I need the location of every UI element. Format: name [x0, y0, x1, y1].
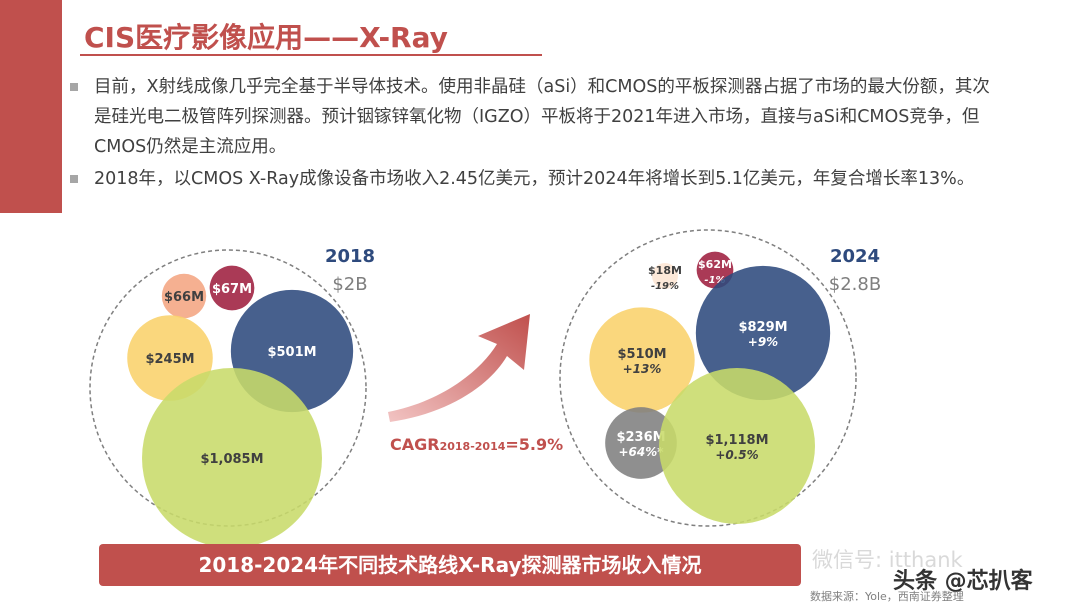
bubble-value-label: $501M [267, 345, 316, 360]
panel-year: 2024 [830, 246, 880, 267]
accent-bar [0, 0, 62, 213]
bubble [161, 273, 207, 319]
bubble-change-label: +0.5% [715, 448, 758, 462]
panel-outline [89, 249, 367, 527]
title-underline [80, 54, 542, 56]
bubble [695, 265, 831, 401]
bubble-value-label: $510M [617, 347, 666, 362]
chart-caption: 2018-2024年不同技术路线X-Ray探测器市场收入情况 [99, 544, 801, 586]
bubble [659, 368, 815, 524]
bubble [142, 368, 322, 548]
bubble [209, 265, 255, 311]
bubble-value-label: $1,118M [705, 433, 768, 448]
panel-year: 2018 [325, 246, 375, 267]
bullet-list: 目前，X射线成像几乎完全基于半导体技术。使用非晶硅（aSi）和CMOS的平板探测… [66, 72, 1006, 196]
bubble-value-label: $245M [145, 352, 194, 367]
cagr-value: =5.9% [505, 435, 563, 454]
panel-total: $2.8B [829, 274, 881, 295]
brand-watermark: 头条 @芯扒客 [893, 569, 1033, 594]
square-bullet-icon [70, 175, 78, 183]
bullet-text: 目前，X射线成像几乎完全基于半导体技术。使用非晶硅（aSi）和CMOS的平板探测… [94, 77, 990, 157]
bubble [605, 407, 677, 479]
bubble [652, 263, 678, 289]
bullet-item: 目前，X射线成像几乎完全基于半导体技术。使用非晶硅（aSi）和CMOS的平板探测… [66, 72, 1006, 162]
bubble-change-label: +9% [748, 335, 778, 349]
slide-title: CIS医疗影像应用——X-Ray [84, 21, 448, 54]
bullet-text: 2018年，以CMOS X-Ray成像设备市场收入2.45亿美元，预计2024年… [94, 169, 975, 189]
bubble-change-label: +13% [623, 362, 662, 376]
panel-outline [559, 229, 857, 527]
cagr-label: CAGR2018-2014=5.9% [390, 435, 563, 454]
square-bullet-icon [70, 83, 78, 91]
cagr-prefix: CAGR [390, 435, 440, 454]
bubble-value-label: $66M [164, 290, 204, 305]
bubble-value-label: $67M [212, 282, 252, 297]
bubble-change-label: +64%* [618, 445, 664, 459]
cagr-period: 2018-2014 [440, 440, 506, 453]
bubble [589, 307, 695, 413]
bubble-value-label: $62M [698, 258, 732, 271]
wechat-watermark: 微信号: itthank [812, 548, 963, 572]
bubble-value-label: $18M [648, 264, 682, 277]
growth-arrow-icon [388, 314, 530, 422]
data-source: 数据来源：Yole，西南证券整理 [810, 590, 964, 603]
bubble-value-label: $829M [738, 320, 787, 335]
bubble-value-label: $236M [616, 430, 665, 445]
bubble-change-label: -19% [651, 281, 679, 292]
bullet-item: 2018年，以CMOS X-Ray成像设备市场收入2.45亿美元，预计2024年… [66, 164, 1006, 194]
panel-total: $2B [332, 274, 367, 295]
bubble-change-label: -1% [704, 275, 725, 286]
bubble-value-label: $1,085M [200, 452, 263, 467]
